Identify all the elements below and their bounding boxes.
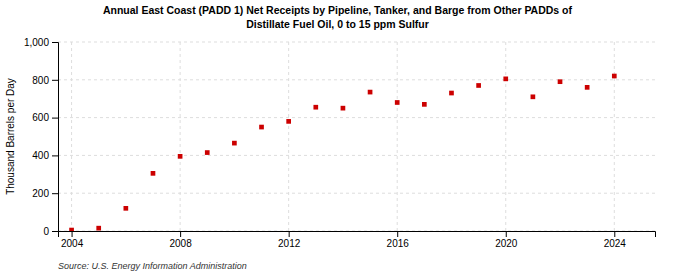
point <box>341 106 346 111</box>
grid <box>58 42 655 231</box>
x-tick-label: 2016 <box>387 238 410 249</box>
point <box>449 91 454 96</box>
title-line: Annual East Coast (PADD 1) Net Receipts … <box>103 4 573 16</box>
grid-line-x <box>71 42 72 231</box>
x-tick-mark <box>397 231 398 237</box>
x-tick-label: 2012 <box>278 238 301 249</box>
point <box>96 226 101 231</box>
x-tick-mark <box>180 231 181 237</box>
grid-line-y <box>58 79 655 80</box>
y-tick-label: 1,000 <box>24 37 49 48</box>
plot-area: 2004 2008 2012 2016 2020 2024 0 200 400 600 800 1,0… <box>24 37 656 249</box>
y-tick: 200 <box>32 188 58 199</box>
grid-line-x <box>505 42 506 231</box>
grid-line-x <box>288 42 289 231</box>
point <box>259 125 264 130</box>
grid-line-x <box>397 42 398 231</box>
y-tick-label: 0 <box>43 226 49 237</box>
title: Annual East Coast (PADD 1) Net Receipts … <box>103 4 573 30</box>
x-tick-label: 2024 <box>604 238 627 249</box>
x-tick-label: 2020 <box>495 238 518 249</box>
y-axis: 0 200 400 600 800 1,000 <box>24 37 59 237</box>
y-tick: 600 <box>32 112 58 123</box>
x-axis-line <box>59 232 656 238</box>
x-axis: 2004 2008 2012 2016 2020 2024 <box>59 231 656 249</box>
point <box>395 100 400 105</box>
point <box>123 206 128 211</box>
y-tick-label: 800 <box>32 75 49 86</box>
y-tick-mark <box>52 155 58 156</box>
point <box>232 141 237 146</box>
x-tick: 2008 <box>169 231 192 249</box>
x-tick-mark <box>506 231 507 237</box>
point <box>69 228 74 231</box>
grid-line-x <box>614 42 615 231</box>
y-tick-label: 400 <box>32 150 49 161</box>
grid-line-x <box>180 42 181 231</box>
points <box>69 74 616 231</box>
x-tick: 2020 <box>495 231 518 249</box>
point <box>286 119 291 124</box>
y-tick-label: 600 <box>32 112 49 123</box>
point <box>422 102 427 107</box>
point <box>585 85 590 90</box>
x-tick-mark <box>72 231 73 237</box>
grid-line-y <box>58 117 655 118</box>
point <box>178 154 183 159</box>
point <box>476 83 481 88</box>
y-axis-line <box>52 43 59 232</box>
y-tick: 1,000 <box>24 37 58 48</box>
title-line: Distillate Fuel Oil, 0 to 15 ppm Sulfur <box>246 18 429 30</box>
y-tick-mark <box>52 118 58 119</box>
y-tick: 800 <box>32 75 58 86</box>
y-tick-mark <box>52 231 58 232</box>
y-tick-label: 200 <box>32 188 49 199</box>
grid-line-y <box>58 42 655 43</box>
point <box>313 105 318 110</box>
y-tick: 0 <box>43 226 58 237</box>
x-tick-label: 2004 <box>61 238 84 249</box>
x-tick-mark <box>614 231 615 237</box>
point <box>503 77 508 82</box>
x-tick: 2012 <box>278 231 301 249</box>
point <box>531 94 536 99</box>
point <box>612 74 617 79</box>
y-tick: 400 <box>32 150 58 161</box>
chart: 2004 2008 2012 2016 2020 2024 0 200 400 600 800 1,0… <box>0 0 675 275</box>
grid-line-y <box>58 193 655 194</box>
y-axis-title: Thousand Barrels per Day <box>5 78 16 195</box>
y-tick-mark <box>52 80 58 81</box>
x-tick-label: 2008 <box>169 238 192 249</box>
grid-line-y <box>58 155 655 156</box>
point <box>368 90 373 95</box>
x-tick: 2016 <box>387 231 410 249</box>
point <box>151 171 156 176</box>
x-tick-mark <box>289 231 290 237</box>
x-tick: 2004 <box>61 231 84 249</box>
y-tick-mark <box>52 193 58 194</box>
point <box>205 150 210 155</box>
y-tick-mark <box>52 42 58 43</box>
source: Source: U.S. Energy Information Administ… <box>58 261 247 271</box>
point <box>558 79 563 84</box>
x-tick: 2024 <box>604 231 627 249</box>
